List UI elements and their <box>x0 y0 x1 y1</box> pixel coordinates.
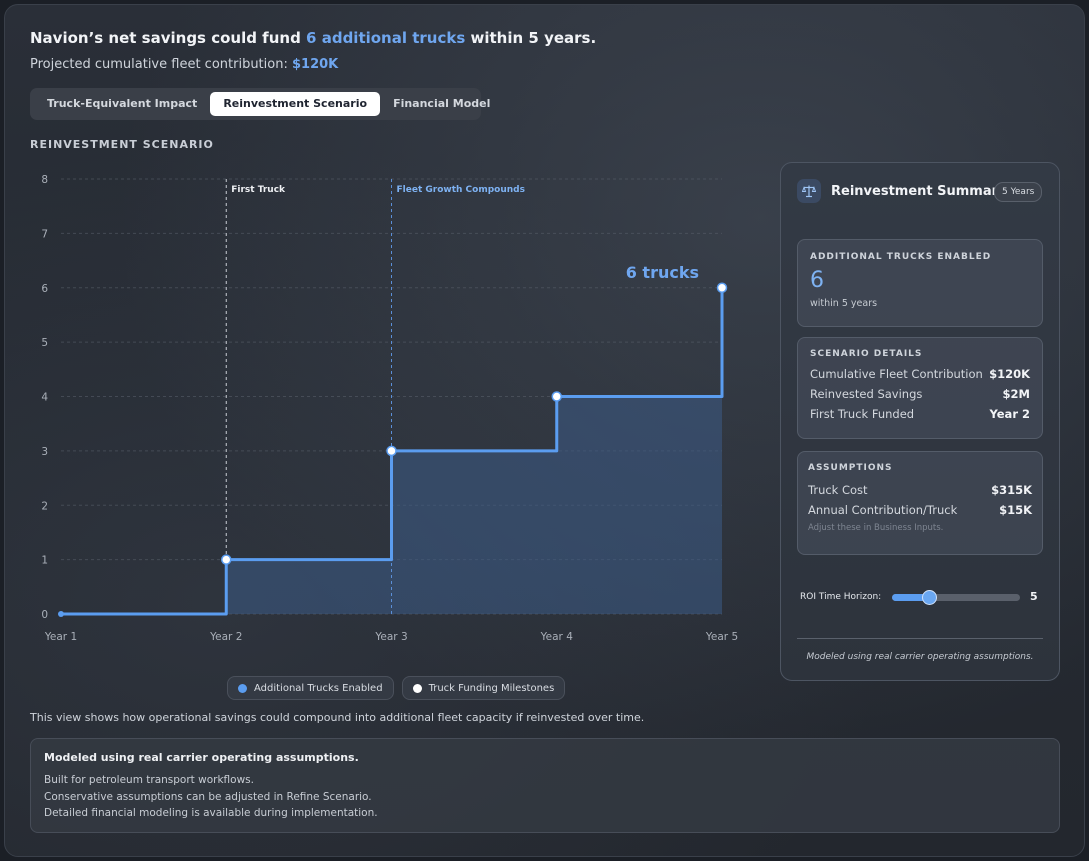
detail-value: Year 2 <box>989 407 1030 421</box>
trucks-enabled-card: ADDITIONAL TRUCKS ENABLED 6 within 5 yea… <box>797 239 1043 327</box>
assumption-row: Truck Cost $315K <box>808 483 1032 497</box>
legend-funding-milestones[interactable]: Truck Funding Milestones <box>401 676 566 700</box>
detail-label: Cumulative Fleet Contribution <box>810 367 983 381</box>
y-tick-label: 2 <box>41 500 48 512</box>
assumption-label: Truck Cost <box>808 483 868 497</box>
detail-value: $120K <box>989 367 1030 381</box>
horizon-badge: 5 Years <box>994 182 1043 202</box>
card-label: SCENARIO DETAILS <box>810 349 923 359</box>
headline-suffix: within 5 years. <box>470 29 597 47</box>
x-tick-label: Year 3 <box>374 631 407 643</box>
slider-fill <box>892 594 931 601</box>
y-tick-label: 3 <box>41 446 48 458</box>
chart-legend: Additional Trucks Enabled Truck Funding … <box>227 676 566 700</box>
y-tick-label: 4 <box>41 392 48 404</box>
data-point <box>58 611 64 617</box>
slider-thumb[interactable] <box>922 590 938 605</box>
legend-additional-trucks[interactable]: Additional Trucks Enabled <box>227 676 394 700</box>
headline: Navion’s net savings could fund 6 additi… <box>30 29 596 47</box>
y-tick-label: 8 <box>41 174 48 186</box>
detail-label: First Truck Funded <box>810 407 915 421</box>
roi-horizon-label: ROI Time Horizon: <box>800 592 882 602</box>
assumption-row: Annual Contribution/Truck $15K <box>808 503 1032 517</box>
x-tick-label: Year 4 <box>540 631 574 643</box>
detail-row: Reinvested Savings $2M <box>810 387 1030 401</box>
end-value-label: 6 trucks <box>626 263 699 282</box>
x-tick-label: Year 5 <box>705 631 738 643</box>
subline: Projected cumulative fleet contribution:… <box>30 57 338 72</box>
subline-value: $120K <box>291 57 339 72</box>
y-tick-label: 7 <box>41 228 48 240</box>
reinvestment-step-chart: 0 1 2 3 4 5 6 7 8 Year 1 Year 2 Year 3 Year 4 Year 5 F… <box>41 174 738 643</box>
blue-dot-icon <box>238 683 247 693</box>
panel-divider <box>797 638 1043 639</box>
detail-row: First Truck Funded Year 2 <box>810 407 1030 421</box>
roi-horizon-slider[interactable] <box>892 590 1020 605</box>
assumption-value: $315K <box>991 483 1032 497</box>
assumption-label: Annual Contribution/Truck <box>808 503 958 517</box>
detail-value: $2M <box>1002 387 1030 401</box>
notes-box: Modeled using real carrier operating ass… <box>30 738 1060 833</box>
x-tick-label: Year 2 <box>209 631 242 643</box>
card-label: ADDITIONAL TRUCKS ENABLED <box>810 252 992 262</box>
y-tick-label: 6 <box>41 283 48 295</box>
view-tabs: Truck-Equivalent Impact Reinvestment Sce… <box>30 88 490 120</box>
notes-line: Detailed financial modeling is available… <box>44 807 378 819</box>
assumptions-hint: Adjust these in Business Inputs. <box>808 523 944 533</box>
detail-row: Cumulative Fleet Contribution $120K <box>810 367 1030 381</box>
notes-line: Built for petroleum transport workflows. <box>44 774 254 786</box>
reinvestment-summary-panel: Reinvestment Summary 5 Years ADDITIONAL … <box>780 162 1060 681</box>
detail-label: Reinvested Savings <box>810 387 923 401</box>
headline-highlight: 6 additional trucks <box>306 29 466 47</box>
tab-reinvestment-scenario[interactable]: Reinvestment Scenario <box>210 92 381 116</box>
scenario-details-card: SCENARIO DETAILS Cumulative Fleet Contri… <box>797 337 1043 439</box>
roi-horizon-value: 5 <box>1030 590 1038 603</box>
legend-label: Truck Funding Milestones <box>428 682 555 694</box>
assumption-value: $15K <box>999 503 1032 517</box>
assumptions-card: ASSUMPTIONS Truck Cost $315K Annual Cont… <box>797 451 1043 555</box>
trucks-enabled-sub: within 5 years <box>810 298 878 309</box>
notes-title: Modeled using real carrier operating ass… <box>44 751 359 764</box>
white-dot-icon <box>412 683 422 693</box>
tab-financial-model[interactable]: Financial Model <box>393 97 491 110</box>
scale-icon <box>797 179 821 203</box>
trucks-enabled-value: 6 <box>810 268 824 293</box>
legend-label: Additional Trucks Enabled <box>254 682 383 694</box>
section-title: REINVESTMENT SCENARIO <box>30 138 214 151</box>
annotation-label: First Truck <box>231 185 286 195</box>
milestone-marker <box>716 282 728 293</box>
subline-prefix: Projected cumulative fleet contribution: <box>30 57 288 72</box>
app-frame: Navion’s net savings could fund 6 additi… <box>4 4 1085 857</box>
headline-prefix: Navion’s net savings could fund <box>30 29 301 47</box>
y-tick-label: 5 <box>41 337 48 349</box>
tab-truck-equivalent-impact[interactable]: Truck-Equivalent Impact <box>47 97 198 110</box>
y-tick-label: 1 <box>41 555 48 567</box>
milestone-marker <box>551 391 562 402</box>
chart-caption: This view shows how operational savings … <box>30 711 645 724</box>
milestone-marker <box>221 554 232 565</box>
card-label: ASSUMPTIONS <box>808 463 893 473</box>
notes-line: Conservative assumptions can be adjusted… <box>44 790 372 803</box>
annotation-label: Fleet Growth Compounds <box>397 185 525 195</box>
x-tick-label: Year 1 <box>44 631 77 643</box>
milestone-marker <box>386 445 397 457</box>
y-tick-label: 0 <box>41 609 48 621</box>
panel-footer: Modeled using real carrier operating ass… <box>806 652 1034 662</box>
panel-title: Reinvestment Summary <box>831 184 1007 199</box>
